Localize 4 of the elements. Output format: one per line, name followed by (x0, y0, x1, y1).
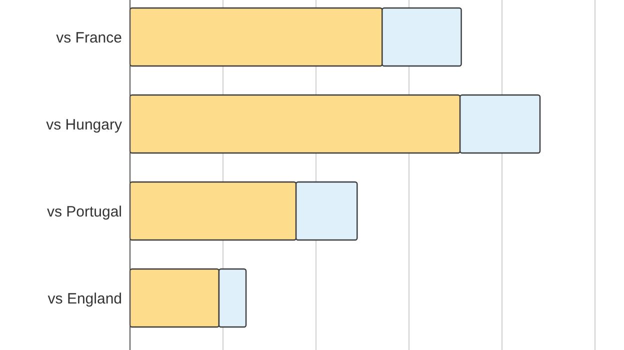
y-tick-label: vs England (48, 290, 122, 308)
y-tick-label: vs Portugal (46, 203, 122, 220)
y-tick-label: vs Hungary (46, 116, 122, 134)
y-tick-label: vs France (56, 29, 122, 46)
